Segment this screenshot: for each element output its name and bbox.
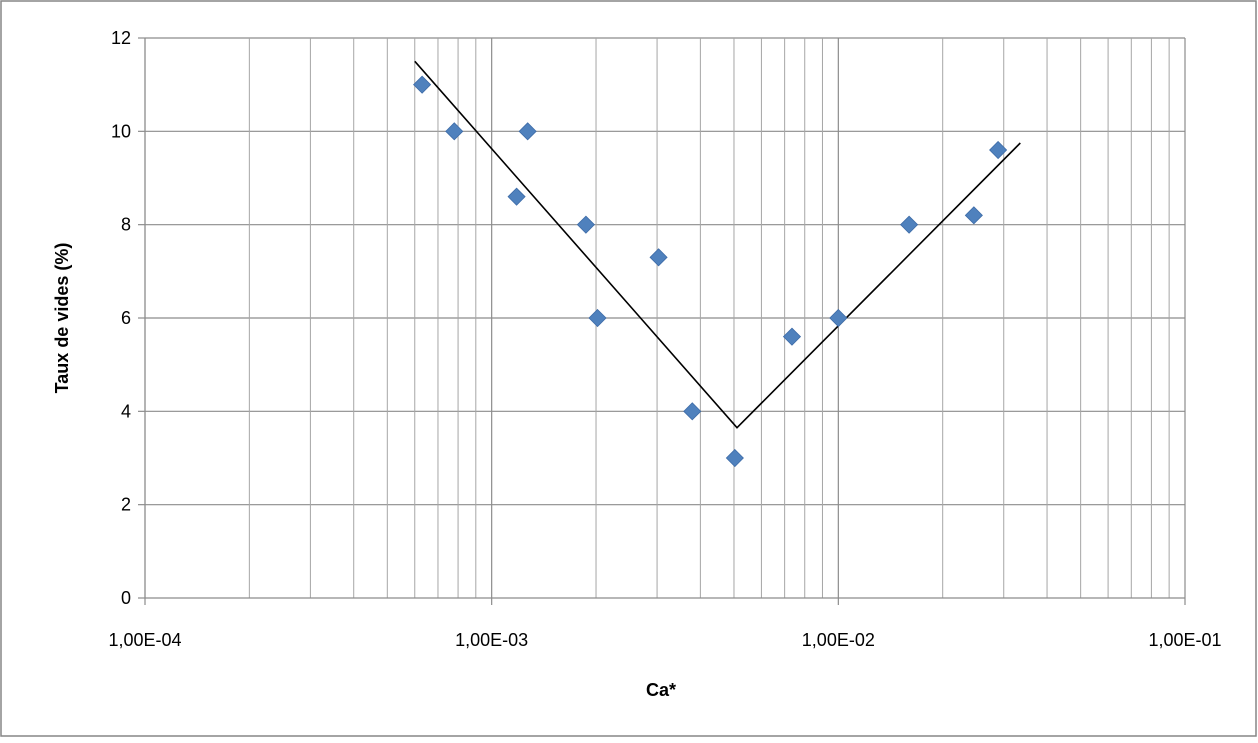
y-tick-label: 6	[121, 308, 131, 328]
y-tick-label: 12	[111, 28, 131, 48]
y-tick-label: 2	[121, 495, 131, 515]
x-tick-label: 1,00E-01	[1148, 630, 1221, 650]
x-axis-title: Ca*	[646, 680, 676, 700]
y-tick-label: 8	[121, 215, 131, 235]
x-tick-label: 1,00E-03	[455, 630, 528, 650]
x-tick-label: 1,00E-04	[108, 630, 181, 650]
y-tick-label: 0	[121, 588, 131, 608]
y-tick-label: 10	[111, 121, 131, 141]
x-tick-label: 1,00E-02	[802, 630, 875, 650]
y-axis-title: Taux de vides (%)	[52, 243, 72, 394]
y-tick-label: 4	[121, 401, 131, 421]
